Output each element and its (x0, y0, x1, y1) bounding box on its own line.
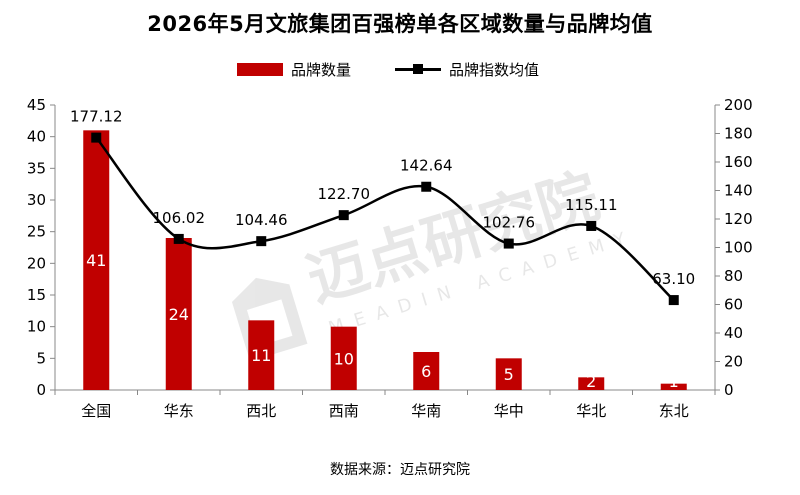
y-left-tick-label: 10 (27, 318, 46, 336)
bar (330, 326, 357, 390)
y-left-tick-label: 40 (27, 128, 46, 146)
x-tick-label: 西南 (329, 402, 359, 420)
bar-value-label: 5 (504, 365, 514, 384)
line-point (338, 210, 349, 221)
y-right-tick-label: 120 (724, 210, 753, 228)
x-tick-label: 华北 (576, 402, 606, 420)
line-point (256, 236, 267, 247)
bar-value-label: 11 (251, 346, 271, 365)
y-right-tick-label: 100 (724, 239, 753, 257)
y-right-tick-label: 80 (724, 267, 743, 285)
line-point (91, 132, 102, 143)
line-value-label: 142.64 (400, 157, 453, 175)
y-right-tick-label: 0 (724, 381, 734, 399)
line-point (173, 233, 184, 244)
y-left-tick-label: 0 (36, 381, 46, 399)
legend-item-line: 品牌指数均值 (395, 57, 539, 81)
line-value-label: 63.10 (652, 270, 695, 288)
y-right-tick-label: 140 (724, 182, 753, 200)
line-value-label: 177.12 (70, 108, 123, 126)
bar (248, 320, 275, 390)
y-right-tick-label: 40 (724, 324, 743, 342)
x-tick-label: 华东 (164, 402, 194, 420)
bar-value-label: 6 (421, 362, 431, 381)
x-tick-label: 西北 (246, 402, 276, 420)
line-point (586, 220, 597, 231)
y-left-tick-label: 5 (36, 349, 46, 367)
source-note: 数据来源：迈点研究院 (330, 462, 470, 478)
bar (83, 130, 110, 391)
line-point (503, 238, 514, 249)
legend-swatch-line (395, 63, 441, 76)
legend-label-bars: 品牌数量 (291, 60, 352, 79)
bar (495, 358, 522, 390)
y-right-tick-label: 200 (724, 96, 753, 114)
x-tick-label: 华南 (411, 402, 441, 420)
y-right-tick-label: 20 (724, 353, 743, 371)
y-right-tick-label: 160 (724, 153, 753, 171)
bar-value-label: 41 (86, 251, 106, 270)
line-value-label: 102.76 (483, 214, 536, 232)
line-point (668, 295, 679, 306)
line-value-label: 104.46 (235, 211, 288, 229)
y-right-tick-label: 180 (724, 125, 753, 143)
line-value-label: 106.02 (153, 209, 206, 227)
x-tick-label: 华中 (494, 402, 524, 420)
bar-value-label: 1 (669, 372, 679, 391)
bar (413, 352, 440, 390)
bar-value-label: 24 (169, 305, 189, 324)
legend: 品牌数量 品牌指数均值 (0, 57, 800, 81)
line-value-label: 122.70 (318, 185, 371, 203)
line-value-label: 115.11 (565, 196, 618, 214)
line-point (421, 181, 432, 192)
legend-swatch-bar (237, 62, 283, 76)
x-tick-label: 东北 (659, 402, 689, 420)
x-tick-label: 全国 (81, 402, 111, 420)
bar-value-label: 10 (334, 349, 354, 368)
y-left-tick-label: 30 (27, 191, 46, 209)
legend-label-line: 品牌指数均值 (449, 60, 540, 79)
bar-value-label: 2 (586, 372, 596, 391)
y-right-tick-label: 60 (724, 296, 743, 314)
bar (165, 238, 192, 390)
bar (578, 377, 605, 390)
y-left-tick-label: 45 (27, 96, 46, 114)
y-left-tick-label: 15 (27, 286, 46, 304)
bar (660, 383, 687, 390)
y-left-tick-label: 25 (27, 223, 46, 241)
y-left-tick-label: 35 (27, 159, 46, 177)
chart-title: 2026年5月文旅集团百强榜单各区域数量与品牌均值 (147, 12, 653, 36)
y-left-tick-label: 20 (27, 254, 46, 272)
legend-item-bars: 品牌数量 (237, 57, 351, 81)
